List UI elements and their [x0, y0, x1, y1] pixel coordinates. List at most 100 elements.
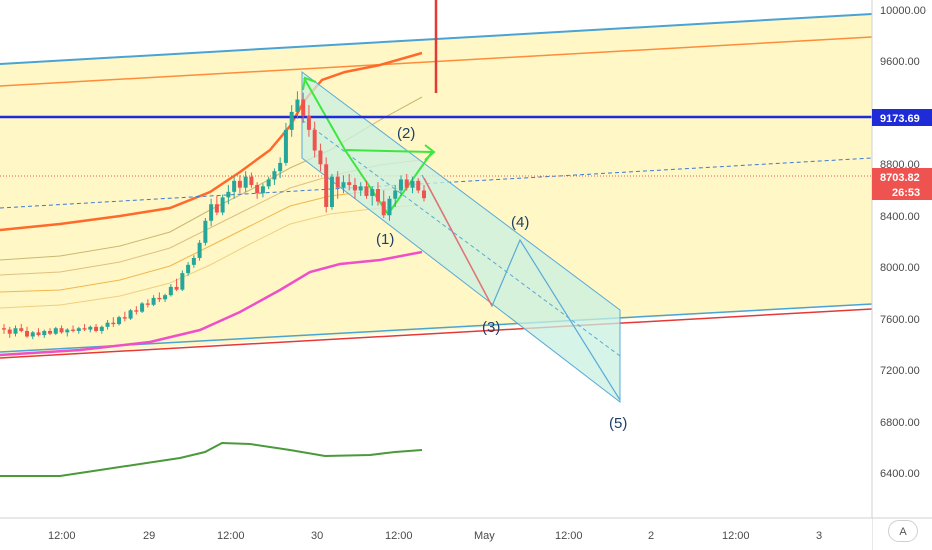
candle-body — [387, 198, 392, 216]
candle-body — [352, 184, 357, 191]
candle-body — [364, 186, 369, 196]
price-tick: 9600.00 — [880, 56, 920, 68]
time-axis-panel[interactable] — [0, 518, 872, 550]
candle-body — [416, 180, 421, 191]
candle-body — [30, 332, 35, 337]
wave-label-3: (3) — [482, 319, 500, 336]
candle-body — [266, 179, 271, 187]
candle-body — [7, 329, 12, 334]
pattern-top-line — [344, 149, 433, 153]
candle-body — [71, 329, 76, 331]
lower-trendline[interactable] — [0, 303, 873, 353]
candle-body — [53, 328, 58, 334]
candle-body — [272, 171, 277, 180]
candle-body — [301, 99, 306, 117]
candle-body — [226, 191, 231, 198]
projection-mid-line — [301, 119, 621, 357]
candle-body — [168, 286, 173, 296]
candle-body — [370, 189, 375, 196]
candle-body — [99, 326, 104, 331]
candle-body — [335, 176, 340, 188]
level-price-text: 9173.69 — [880, 113, 920, 125]
price-tick: 7200.00 — [880, 365, 920, 377]
price-tick: 7600.00 — [880, 314, 920, 326]
time-tick: 12:00 — [722, 530, 750, 542]
current-price-text: 8703.82 — [880, 172, 920, 184]
candle-body — [76, 328, 81, 331]
candle-body — [180, 273, 185, 290]
candle-body — [283, 129, 288, 163]
candle-body — [255, 184, 260, 194]
candle-body — [237, 180, 242, 188]
time-tick: 3 — [816, 530, 822, 542]
current-price-badge — [872, 168, 932, 200]
candle-body — [128, 310, 133, 319]
candle-body — [249, 176, 254, 185]
countdown-text: 26:53 — [892, 187, 920, 199]
candles — [2, 91, 426, 340]
time-tick: 12:00 — [217, 530, 245, 542]
candle-body — [117, 317, 122, 325]
candle-body — [105, 322, 110, 327]
ma-ribbon-4 — [0, 204, 421, 309]
candle-body — [312, 129, 317, 151]
candle-body — [151, 297, 156, 305]
lower-red-line[interactable] — [0, 308, 873, 359]
time-tick: 29 — [143, 530, 155, 542]
candle-body — [214, 204, 219, 213]
candle-body — [2, 328, 6, 330]
candle-body — [278, 162, 283, 172]
candle-body — [145, 303, 150, 305]
candle-body — [111, 322, 116, 325]
candle-body — [306, 116, 311, 130]
price-tick: 8400.00 — [880, 211, 920, 223]
candle-body — [122, 317, 127, 319]
price-axis-panel[interactable] — [872, 0, 932, 518]
candle-body — [203, 220, 208, 243]
candle-body — [19, 328, 24, 331]
price-tick: 10000.00 — [880, 5, 926, 17]
wave-label-4: (4) — [511, 214, 529, 231]
candle-body — [59, 328, 64, 333]
time-tick: 12:00 — [48, 530, 76, 542]
oscillator-line — [0, 441, 423, 477]
pattern-arrow-right — [424, 144, 436, 161]
ma-fast — [0, 51, 423, 232]
candle-body — [358, 186, 363, 191]
candle-body — [375, 189, 380, 202]
wave-down-arrow — [423, 177, 493, 307]
wave-label-2: (2) — [397, 125, 415, 142]
candle-body — [186, 264, 191, 274]
candle-body — [220, 197, 225, 213]
candle-body — [422, 190, 426, 199]
candle-body — [209, 204, 214, 221]
candle-body — [381, 201, 386, 216]
candle-body — [94, 326, 99, 331]
time-tick: 2 — [648, 530, 654, 542]
candle-body — [65, 329, 70, 333]
candle-body — [295, 99, 300, 112]
candle-body — [191, 257, 196, 265]
candle-body — [157, 297, 162, 300]
time-tick: 12:00 — [385, 530, 413, 542]
candle-body — [404, 179, 409, 188]
candle-body — [260, 186, 265, 194]
candle-body — [13, 328, 18, 334]
candle-body — [289, 111, 294, 130]
candle-body — [82, 328, 87, 330]
candle-body — [42, 330, 47, 336]
wave-label-5: (5) — [609, 415, 627, 432]
candle-body — [197, 242, 202, 258]
candle-body — [163, 295, 168, 300]
time-tick: 30 — [311, 530, 323, 542]
candle-body — [36, 332, 41, 336]
wave-label-1: (1) — [376, 231, 394, 248]
candle-body — [48, 330, 53, 334]
candle-body — [243, 176, 248, 188]
price-tick: 8000.00 — [880, 262, 920, 274]
auto-scale-button[interactable]: A — [888, 520, 918, 542]
time-tick: May — [474, 530, 495, 542]
candle-body — [318, 150, 323, 165]
candle-body — [341, 182, 346, 188]
